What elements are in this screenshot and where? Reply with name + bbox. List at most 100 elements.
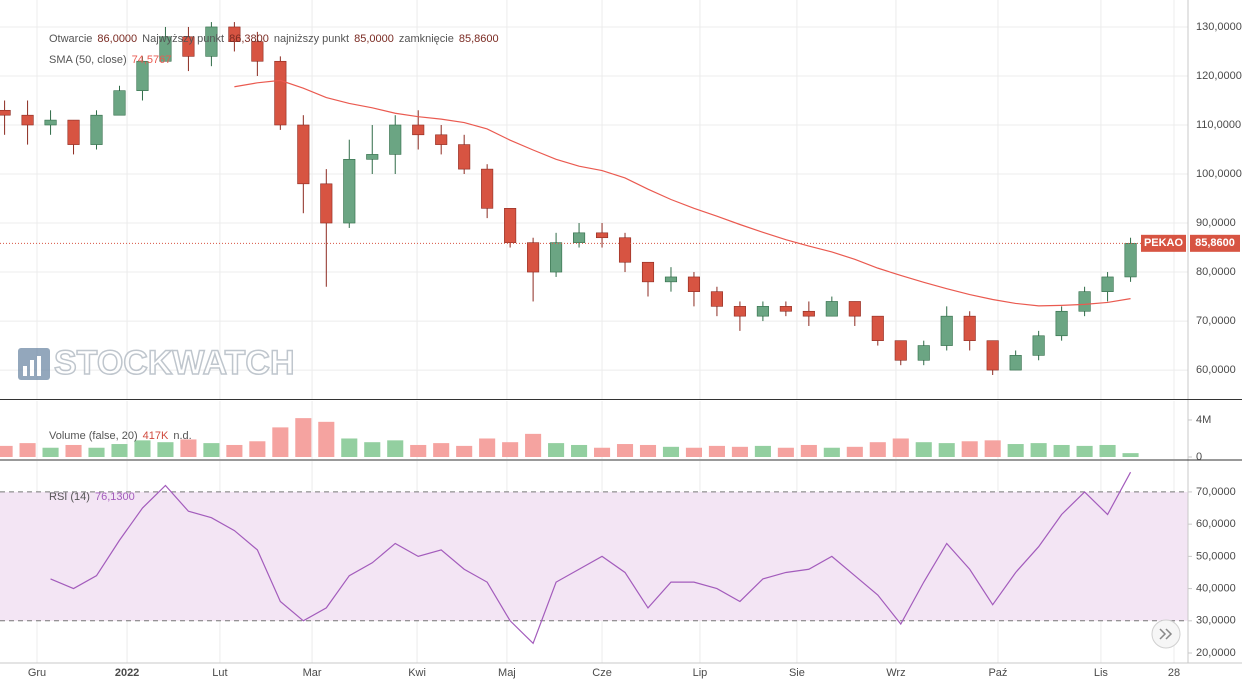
candle-body (733, 306, 746, 317)
candle-body (205, 26, 218, 57)
candle-body (618, 237, 632, 263)
candle-body (550, 242, 563, 273)
candle-body (710, 291, 723, 307)
last-price-label: 85,8600 (1195, 237, 1235, 249)
y-tick-label: 80,0000 (1196, 266, 1236, 278)
candle-body (159, 36, 172, 62)
candle-body (527, 242, 540, 273)
volume-bar (318, 421, 335, 458)
price-series (0, 22, 1137, 375)
candle-body (1009, 355, 1022, 371)
x-tick-label: Lut (212, 667, 227, 679)
volume-bar (1053, 444, 1070, 458)
volume-bar (1007, 444, 1024, 458)
volume-bar (639, 444, 657, 458)
volume-series (0, 418, 1139, 458)
volume-bar (433, 443, 450, 458)
rsi-band (0, 491, 1188, 621)
candle-body (389, 124, 402, 155)
candle-body (0, 109, 11, 116)
candle-body (251, 41, 264, 62)
candle-body (917, 345, 930, 361)
x-tick-label: Paź (988, 667, 1007, 679)
candle-body (1078, 291, 1091, 312)
volume-bar (1076, 445, 1093, 458)
watermark-icon-bar (23, 366, 27, 376)
legend-value: 85,0000 (354, 33, 394, 45)
y-tick-label: 120,0000 (1196, 70, 1242, 82)
volume-bar (525, 433, 542, 458)
volume-bar (662, 446, 680, 458)
legend-value: n.d. (173, 430, 191, 442)
volume-bar (42, 447, 59, 458)
volume-bar (479, 438, 496, 458)
plot-area (0, 22, 1188, 645)
legend-label: SMA (50, close) (49, 54, 127, 66)
volume-bar (915, 442, 932, 458)
candle-body (756, 306, 769, 317)
legend-label: najniższy punkt (274, 33, 349, 45)
legend-label: RSI (14) (49, 491, 90, 503)
watermark-text: STOCKWATCH (54, 344, 295, 382)
scroll-button-icon[interactable] (1159, 628, 1167, 640)
volume-bar (502, 442, 519, 458)
x-tick-label: Mar (303, 667, 322, 679)
candle-body (44, 119, 57, 126)
candle-body (228, 26, 241, 42)
scroll-button-icon[interactable] (1165, 628, 1173, 640)
legend-value: 417K (143, 430, 169, 442)
candle-body (113, 90, 126, 116)
volume-bar (685, 447, 702, 458)
candle-body (871, 315, 884, 341)
candle-body (458, 144, 471, 170)
volume-bar (249, 441, 266, 458)
volume-bar (846, 446, 863, 458)
candle-body (67, 119, 80, 145)
x-tick-label: Kwi (408, 667, 426, 679)
volume-bar (548, 443, 565, 458)
candle-body (825, 301, 838, 317)
candle-body (343, 159, 356, 224)
candle-body (779, 306, 792, 312)
y-tick-label: 90,0000 (1196, 217, 1236, 229)
candle-body (1101, 276, 1114, 292)
volume-bar (1030, 443, 1047, 458)
volume-bar (1099, 444, 1116, 458)
sma-line (234, 79, 1131, 307)
volume-bar (387, 440, 404, 458)
candle-body (435, 134, 448, 145)
y-tick-label: 30,0000 (1196, 615, 1236, 627)
candle-body (802, 310, 815, 317)
volume-bar (111, 444, 128, 458)
candle-body (182, 36, 195, 57)
y-tick-label: 110,0000 (1196, 119, 1241, 131)
legend-value: 86,3800 (229, 33, 269, 45)
scroll-button[interactable] (1151, 619, 1181, 649)
volume-bar (0, 445, 13, 458)
legend-value: 85,8600 (459, 33, 499, 45)
y-tick-label: 70,0000 (1196, 486, 1236, 498)
volume-bar (272, 427, 289, 458)
legend-value: 74,5767 (132, 54, 172, 66)
legend-label: zamknięcie (399, 33, 454, 45)
y-tick-label: 130,0000 (1196, 21, 1242, 33)
grid (0, 0, 1188, 663)
candle-body (595, 232, 609, 239)
rsi-series (50, 471, 1132, 645)
y-tick-label: 0 (1196, 451, 1202, 463)
legend-label: Volume (false, 20) (49, 430, 138, 442)
candle-body (1032, 335, 1045, 356)
volume-bar (341, 438, 358, 458)
legend-label: Otwarcie (49, 33, 92, 45)
volume-bar (754, 445, 771, 458)
volume-bar (364, 442, 381, 458)
candle-body (412, 124, 425, 136)
x-tick-label: Gru (28, 667, 46, 679)
y-tick-label: 50,0000 (1196, 550, 1236, 562)
volume-bar (961, 441, 978, 458)
candle-body (573, 232, 586, 243)
candle-body (21, 114, 34, 126)
volume-bar (295, 418, 312, 458)
x-tick-label: Lis (1094, 667, 1109, 679)
